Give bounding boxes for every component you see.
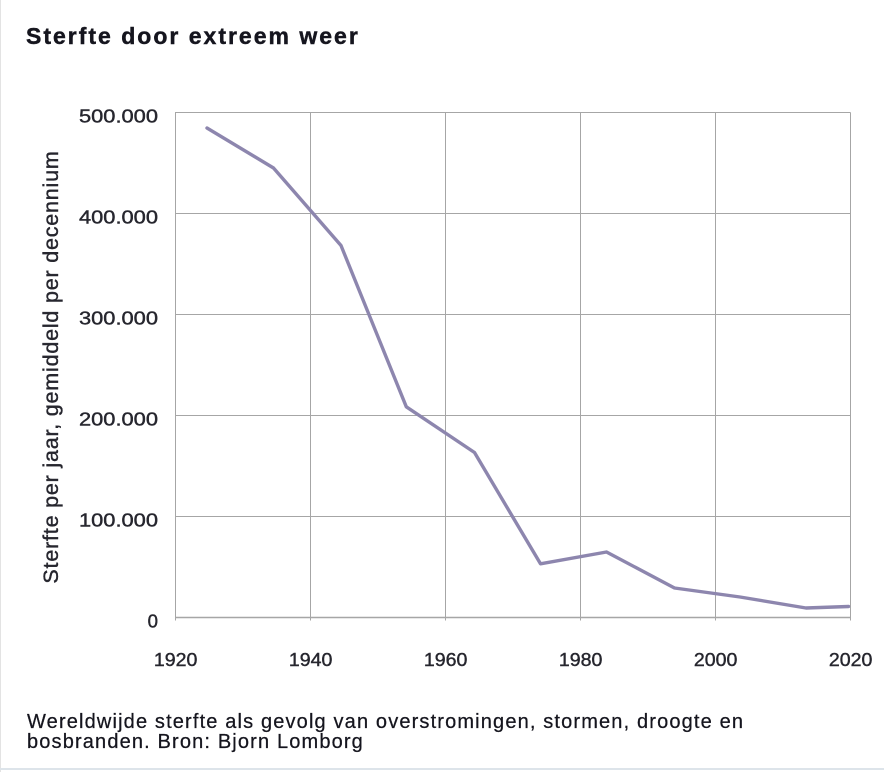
svg-text:1960: 1960 xyxy=(424,649,468,670)
svg-text:2020: 2020 xyxy=(829,649,873,670)
svg-text:100.000: 100.000 xyxy=(79,510,158,531)
svg-text:200.000: 200.000 xyxy=(79,409,158,430)
svg-text:0: 0 xyxy=(148,611,158,632)
svg-text:400.000: 400.000 xyxy=(79,207,158,228)
svg-text:300.000: 300.000 xyxy=(79,308,158,329)
svg-text:500.000: 500.000 xyxy=(79,106,158,127)
svg-text:1920: 1920 xyxy=(154,649,198,670)
svg-text:1940: 1940 xyxy=(289,649,333,670)
svg-text:2000: 2000 xyxy=(694,649,738,670)
svg-text:1980: 1980 xyxy=(559,649,603,670)
svg-text:Sterfte per jaar, gemiddeld pe: Sterfte per jaar, gemiddeld per decenniu… xyxy=(39,150,63,583)
